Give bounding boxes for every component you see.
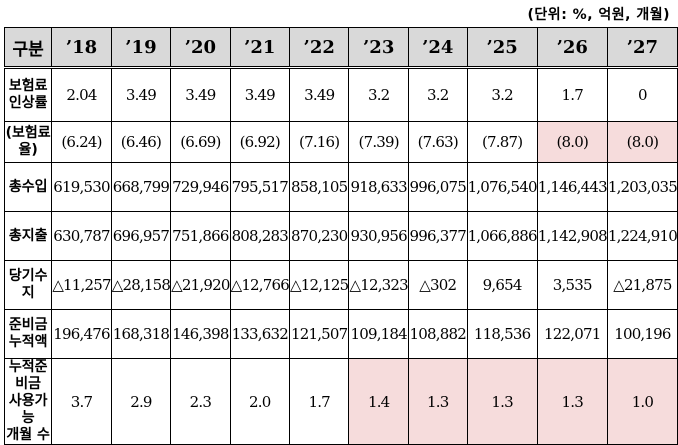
table-cell: (6.46) [110, 121, 172, 163]
table-row-premium-increase-rate: 보험료 인상률 2.04 3.49 3.49 3.49 3.49 3.2 3.2 3.2 1.7 0 [3, 67, 678, 122]
table-cell: 2.9 [110, 358, 172, 445]
table-cell: 109,184 [348, 309, 409, 359]
header-cell-2019: ’19 [110, 27, 172, 69]
table-cell: 808,283 [229, 211, 291, 261]
table-cell: 1.7 [288, 358, 350, 445]
table-cell: 870,230 [288, 211, 350, 261]
row-label: 총수입 [3, 162, 53, 212]
table-cell: 1,076,540 [466, 162, 538, 212]
table-cell: 1.0 [606, 358, 678, 445]
table-cell: 2.0 [229, 358, 291, 445]
table-cell: (6.69) [170, 121, 231, 163]
table-cell: 729,946 [170, 162, 231, 212]
header-cell-2025: ’25 [466, 27, 538, 69]
table-cell: 133,632 [229, 309, 291, 359]
header-cell-2027: ’27 [606, 27, 678, 69]
header-cell-2022: ’22 [288, 27, 350, 69]
table-cell: 100,196 [606, 309, 678, 359]
table-cell: △12,766 [229, 260, 291, 310]
table-cell: 3.49 [288, 67, 350, 122]
row-label: 당기수지 [3, 260, 53, 310]
table-cell: 1.3 [407, 358, 468, 445]
table-cell: 1,203,035 [606, 162, 678, 212]
table-cell: 996,075 [407, 162, 468, 212]
table-cell: 1,066,886 [466, 211, 538, 261]
header-cell-2021: ’21 [229, 27, 291, 69]
table-cell: 3.7 [51, 358, 112, 445]
table-cell: 122,071 [536, 309, 608, 359]
table-cell: 146,398 [170, 309, 231, 359]
table-cell: (7.16) [288, 121, 350, 163]
unit-note: (단위: %, 억원, 개월) [527, 7, 670, 23]
table-cell: 1.4 [348, 358, 409, 445]
table-row-reserve-accumulated: 준비금 누적액 196,476 168,318 146,398 133,632 121,50… [3, 309, 678, 359]
table-cell: (6.92) [229, 121, 291, 163]
table-row-premium-rate: (보험료율) (6.24) (6.46) (6.69) (6.92) (7.16) (7.3… [3, 121, 678, 163]
table-cell: 858,105 [288, 162, 350, 212]
table-cell: 696,957 [110, 211, 172, 261]
table-cell: 9,654 [466, 260, 538, 310]
table-cell: △12,323 [348, 260, 409, 310]
table-cell: 121,507 [288, 309, 350, 359]
row-label: 총지출 [3, 211, 53, 261]
table-cell: (7.87) [466, 121, 538, 163]
table-cell: 1,146,443 [536, 162, 608, 212]
table-cell: (7.39) [348, 121, 409, 163]
table-row-reserve-months-available: 누적준비금 사용가능 개월 수 3.7 2.9 2.3 2.0 1.7 1.4 1.3 1.3 1.3… [3, 358, 678, 445]
header-cell-2026: ’26 [536, 27, 608, 69]
table-cell: 1.3 [466, 358, 538, 445]
table-cell: (8.0) [536, 121, 608, 163]
table-cell: △302 [407, 260, 468, 310]
row-label: 누적준비금 사용가능 개월 수 [3, 358, 53, 445]
table-cell: △28,158 [110, 260, 172, 310]
table-cell: 3.49 [229, 67, 291, 122]
table-cell: 108,882 [407, 309, 468, 359]
table-cell: 918,633 [348, 162, 409, 212]
table-row-total-expenditure: 총지출 630,787 696,957 751,866 808,283 870,230 93… [3, 211, 678, 261]
table-cell: △21,875 [606, 260, 678, 310]
table-cell: 1.3 [536, 358, 608, 445]
header-cell-2018: ’18 [51, 27, 112, 69]
table-cell: 630,787 [51, 211, 112, 261]
header-cell-2024: ’24 [407, 27, 468, 69]
table-cell: 3,535 [536, 260, 608, 310]
header-cell-category: 구분 [3, 27, 53, 69]
table-cell: 751,866 [170, 211, 231, 261]
table-cell: 1,224,910 [606, 211, 678, 261]
table-cell: 3.2 [348, 67, 409, 122]
table-cell: (8.0) [606, 121, 678, 163]
row-label: (보험료율) [3, 121, 53, 163]
table-row-current-balance: 당기수지 △11,257 △28,158 △21,920 △12,766 △12,125 △… [3, 260, 678, 310]
table-cell: 668,799 [110, 162, 172, 212]
table-cell: 2.3 [170, 358, 231, 445]
table-cell: △11,257 [51, 260, 112, 310]
header-cell-2020: ’20 [170, 27, 231, 69]
row-label: 보험료 인상률 [3, 67, 53, 122]
table-cell: 3.2 [407, 67, 468, 122]
table-cell: 2.04 [51, 67, 112, 122]
table-cell: 168,318 [110, 309, 172, 359]
table-cell: 930,956 [348, 211, 409, 261]
table-row-total-revenue: 총수입 619,530 668,799 729,946 795,517 858,105 91… [3, 162, 678, 212]
table-cell: (7.63) [407, 121, 468, 163]
table-cell: 1,142,908 [536, 211, 608, 261]
table-cell: △21,920 [170, 260, 231, 310]
table-cell: 996,377 [407, 211, 468, 261]
header-cell-2023: ’23 [348, 27, 409, 69]
row-label: 준비금 누적액 [3, 309, 53, 359]
table-cell: 795,517 [229, 162, 291, 212]
table-cell: 3.49 [170, 67, 231, 122]
table-cell: △12,125 [288, 260, 350, 310]
header-row: 구분 ’18 ’19 ’20 ’21 ’22 ’23 ’24 ’25 ’26 ’… [3, 27, 678, 69]
table-cell: 3.2 [466, 67, 538, 122]
table-cell: 619,530 [51, 162, 112, 212]
insurance-finance-table: 구분 ’18 ’19 ’20 ’21 ’22 ’23 ’24 ’25 ’26 ’… [3, 27, 678, 445]
table-cell: 1.7 [536, 67, 608, 122]
table-cell: (6.24) [51, 121, 112, 163]
table-cell: 3.49 [110, 67, 172, 122]
table-cell: 118,536 [466, 309, 538, 359]
table-cell: 0 [606, 67, 678, 122]
table-cell: 196,476 [51, 309, 112, 359]
